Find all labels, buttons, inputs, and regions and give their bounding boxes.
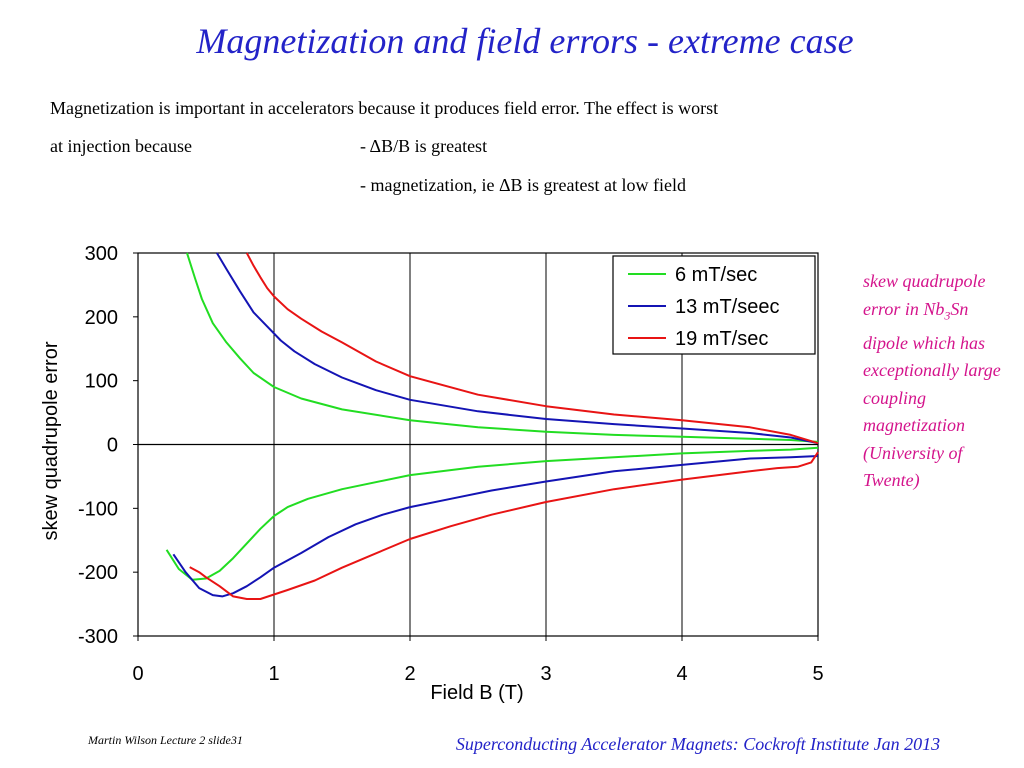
reason-magnetization: - magnetization, ie ΔB is greatest at lo… [360, 175, 686, 195]
x-tick-label: 0 [132, 663, 143, 685]
legend-label: 13 mT/seec [675, 296, 779, 318]
y-tick-label: -100 [78, 498, 118, 520]
y-tick-label: 200 [85, 307, 118, 329]
legend: 6 mT/sec 13 mT/seec 19 mT/sec [612, 255, 816, 355]
x-tick-label: 3 [540, 663, 551, 685]
series-line-2-upper [216, 252, 819, 445]
y-tick-label: 100 [85, 371, 118, 393]
side-note-text-1: skew quadrupole error in Nb [863, 271, 986, 319]
series-line-2-lower [172, 455, 819, 598]
series-line-1-upper [186, 252, 819, 443]
x-tick-label: 5 [812, 663, 823, 685]
x-tick-label: 1 [268, 663, 279, 685]
series-line-3-upper [245, 252, 819, 445]
reason-delta-b: - ΔB/B is greatest [360, 136, 488, 156]
legend-label: 6 mT/sec [675, 264, 757, 286]
intro-line-1: Magnetization is important in accelerato… [50, 98, 719, 118]
side-note-subscript: 3 [944, 308, 951, 323]
y-tick-label: -200 [78, 562, 118, 584]
axis-ticks: 0 1 2 3 4 5 300 200 100 0 -100 -200 -300 [78, 243, 824, 685]
footer-course: Superconducting Accelerator Magnets: Coc… [455, 734, 941, 754]
series-lines [165, 252, 819, 600]
slide-title: Magnetization and field errors - extreme… [196, 21, 854, 61]
y-axis-label: skew quadrupole error [40, 341, 62, 540]
side-note: skew quadrupole error in Nb3Sn dipole wh… [863, 268, 1003, 495]
intro-line-2: at injection because [50, 136, 192, 156]
x-tick-label: 4 [676, 663, 687, 685]
legend-label: 19 mT/sec [675, 328, 768, 350]
series-line-3-lower [189, 451, 819, 600]
y-tick-label: 0 [107, 435, 118, 457]
side-note-text-2: Sn dipole which has exceptionally large … [863, 298, 1001, 491]
y-tick-label: -300 [78, 626, 118, 648]
series-line-1-lower [165, 446, 819, 581]
y-tick-label: 300 [85, 243, 118, 265]
x-axis-label: Field B (T) [430, 682, 523, 704]
footer-author: Martin Wilson Lecture 2 slide31 [88, 733, 243, 747]
x-tick-label: 2 [404, 663, 415, 685]
